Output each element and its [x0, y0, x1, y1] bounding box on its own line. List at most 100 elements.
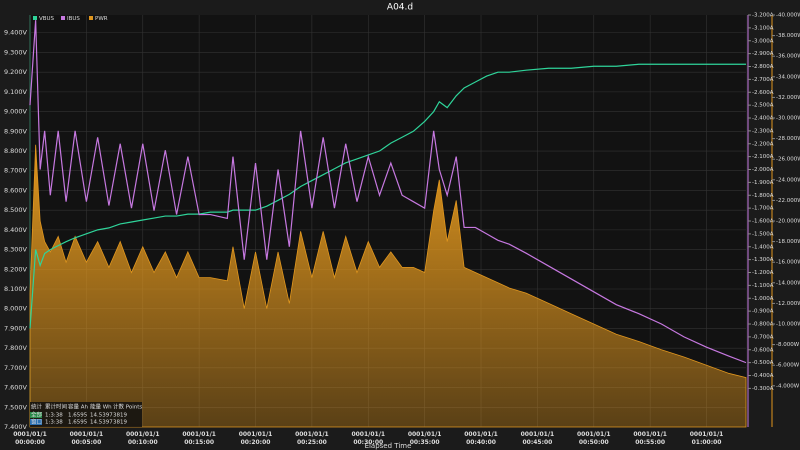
y2-tick-label: -1.000A	[752, 296, 774, 302]
stats-header: 容量 Ah	[68, 403, 89, 411]
y2-tick-label: -1.300A	[752, 257, 774, 263]
y-tick-label: 9.000V	[4, 108, 28, 116]
y2-tick-label: -0.500A	[752, 360, 774, 366]
stats-row-tag	[30, 412, 42, 418]
x-tick-label: 0001/01/1 00:20:00	[239, 431, 273, 446]
y-tick-label: 8.200V	[4, 265, 28, 273]
x-tick-label: 0001/01/1 00:50:00	[577, 431, 611, 446]
y-tick-label: 9.400V	[4, 29, 28, 37]
x-tick-label: 0001/01/1 00:30:00	[351, 431, 385, 446]
y2-tick-label: -2.500A	[752, 103, 774, 109]
x-tick-label: 0001/01/1 00:05:00	[70, 431, 104, 446]
chart-title: A04.d	[387, 3, 413, 13]
x-axis-label: Elapsed Time	[365, 442, 412, 450]
stats-cell: 14.5397	[90, 420, 113, 426]
x-tick-label: 0001/01/1 00:00:00	[13, 431, 47, 446]
y-tick-label: 8.000V	[4, 305, 28, 313]
y3-tick-label: -24.000W	[776, 177, 800, 183]
y2-tick-label: -2.700A	[752, 77, 774, 83]
y-tick-label: 7.500V	[4, 403, 28, 411]
y2-tick-label: -2.300A	[752, 128, 774, 134]
y2-tick-label: -2.900A	[752, 51, 774, 57]
y2-tick-label: -2.600A	[752, 90, 774, 96]
stats-header: 计数 Points	[113, 403, 142, 411]
line	[29, 63, 746, 329]
y-tick-label: 7.600V	[4, 384, 28, 392]
y2-tick-label: -0.900A	[752, 309, 774, 315]
y2-tick-label: -0.800A	[752, 322, 774, 328]
y2-tick-label: -1.400A	[752, 244, 774, 250]
y3-tick-label: -26.000W	[776, 157, 800, 163]
line	[29, 20, 747, 364]
y-tick-label: 7.900V	[4, 324, 28, 332]
y-tick-label: 8.300V	[4, 246, 28, 254]
legend-label: VBUS	[39, 16, 55, 22]
y3-tick-label: -22.000W	[776, 198, 800, 204]
y3-tick-label: -20.000W	[776, 219, 800, 225]
legend-label: PWR	[95, 16, 108, 22]
y2-tick-label: -2.400A	[752, 116, 774, 122]
y2-tick-label: -0.600A	[752, 347, 774, 353]
y2-tick-label: -1.900A	[752, 180, 774, 186]
y2-tick-label: -1.100A	[752, 283, 774, 289]
legend-swatch	[89, 16, 93, 20]
x-tick-label: 0001/01/1 01:00:00	[690, 431, 724, 446]
x-tick-label: 0001/01/1 00:45:00	[521, 431, 555, 446]
y3-tick-label: -36.000W	[776, 54, 800, 60]
stats-cell: 3819	[113, 413, 127, 419]
y-tick-label: 8.100V	[4, 285, 28, 293]
stats-cell: 14.5397	[90, 413, 113, 419]
y-tick-label: 8.800V	[4, 147, 28, 155]
stats-header: 统计	[31, 403, 43, 411]
y3-tick-label: -4.000W	[776, 383, 800, 389]
y2-tick-label: -1.200A	[752, 270, 774, 276]
y-tick-label: 8.900V	[4, 127, 28, 135]
y3-tick-label: -6.000W	[776, 363, 800, 369]
x-tick-label: 0001/01/1 00:55:00	[633, 431, 667, 446]
stats-cell: 窗口	[31, 418, 42, 426]
y3-tick-label: -8.000W	[776, 342, 800, 348]
y3-tick-label: -28.000W	[776, 136, 800, 142]
y2-tick-label: -3.000A	[752, 38, 774, 44]
y2-tick-label: -2.100A	[752, 154, 774, 160]
y3-tick-label: -12.000W	[776, 301, 800, 307]
stats-header: 能量 Wh	[90, 403, 112, 411]
y2-tick-label: -2.000A	[752, 167, 774, 173]
stats-box	[30, 402, 142, 427]
stats-cell: 1:3:38	[45, 413, 63, 419]
x-tick-label: 0001/01/1 00:10:00	[126, 431, 160, 446]
y3-tick-label: -40.000W	[776, 13, 800, 19]
y2-tick-label: -3.200A	[752, 13, 774, 19]
y3-tick-label: -16.000W	[776, 260, 800, 266]
stats-cell: 全部	[31, 411, 43, 419]
x-tick-label: 0001/01/1 00:25:00	[295, 431, 329, 446]
y3-tick-label: -30.000W	[776, 116, 800, 122]
y-tick-label: 8.600V	[4, 186, 28, 194]
x-tick-label: 0001/01/1 00:35:00	[408, 431, 442, 446]
stats-cell: 1.6595	[68, 420, 88, 426]
y2-tick-label: -2.200A	[752, 141, 774, 147]
y-tick-label: 9.300V	[4, 48, 28, 56]
y2-tick-label: -2.800A	[752, 64, 774, 70]
area	[29, 144, 747, 428]
stats-header: 累计时间	[45, 403, 67, 411]
y2-tick-label: -1.600A	[752, 219, 774, 225]
stats-cell: 3819	[113, 420, 127, 426]
y2-tick-label: -3.100A	[752, 25, 774, 31]
x-tick-label: 0001/01/1 00:15:00	[182, 431, 216, 446]
y-tick-label: 7.700V	[4, 364, 28, 372]
y-tick-label: 8.700V	[4, 167, 28, 175]
y-tick-label: 7.800V	[4, 344, 28, 352]
y3-tick-label: -10.000W	[776, 322, 800, 328]
y3-tick-label: -18.000W	[776, 239, 800, 245]
y3-tick-label: -38.000W	[776, 33, 800, 39]
y3-tick-label: -14.000W	[776, 280, 800, 286]
y3-tick-label: -34.000W	[776, 74, 800, 80]
y2-tick-label: -1.700A	[752, 206, 774, 212]
y-tick-label: 7.400V	[4, 423, 28, 431]
y2-tick-label: -1.800A	[752, 193, 774, 199]
y2-tick-label: -0.300A	[752, 386, 774, 392]
stats-cell: 1:3:38	[45, 420, 63, 426]
stats-cell: 1.6595	[68, 413, 88, 419]
